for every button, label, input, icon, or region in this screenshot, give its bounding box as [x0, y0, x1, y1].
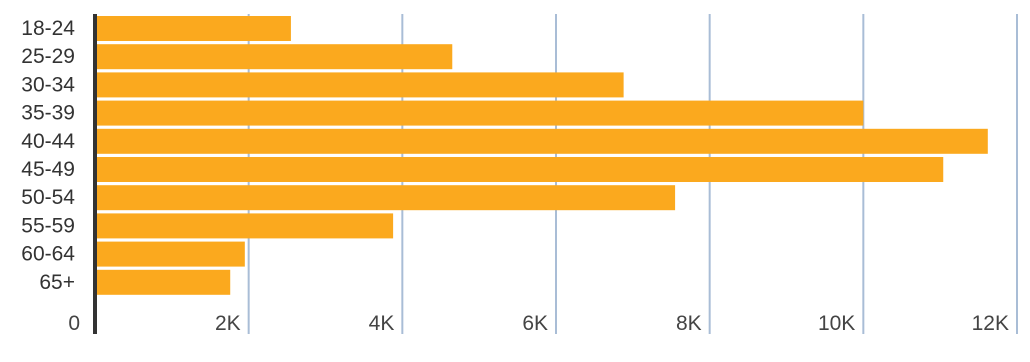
x-tick-label-8K: 8K: [676, 312, 702, 335]
category-label-55-59: 55-59: [21, 214, 75, 237]
x-tick-label-6K: 6K: [522, 312, 548, 335]
bar-18-24: [95, 16, 291, 41]
category-label-65+: 65+: [39, 271, 75, 294]
x-tick-label-2K: 2K: [215, 312, 241, 335]
category-label-40-44: 40-44: [21, 130, 75, 153]
category-label-50-54: 50-54: [21, 186, 75, 209]
bars: [95, 16, 988, 295]
category-label-25-29: 25-29: [21, 45, 75, 68]
bar-30-34: [95, 72, 624, 98]
bar-65+: [95, 269, 231, 295]
bar-25-29: [95, 44, 453, 70]
bar-40-44: [95, 128, 988, 154]
category-labels: 18-24 25-29 30-34 35-39 40-44 45-49 50-54 55-59…: [21, 17, 75, 294]
bar-35-39: [95, 100, 864, 126]
x-tick-label-0: 0: [68, 312, 80, 335]
x-tick-label-12K: 12K: [972, 312, 1009, 335]
x-tick-label-4K: 4K: [369, 312, 395, 335]
bar-45-49: [95, 157, 944, 182]
category-label-35-39: 35-39: [21, 102, 75, 125]
category-label-45-49: 45-49: [21, 158, 75, 181]
category-label-18-24: 18-24: [21, 17, 75, 40]
bar-50-54: [95, 185, 676, 211]
bar-60-64: [95, 241, 245, 267]
bar-55-59: [95, 213, 394, 239]
x-tick-labels: 0 2K 4K 6K 8K 10K 12K: [68, 312, 1009, 335]
category-label-30-34: 30-34: [21, 73, 75, 96]
category-label-60-64: 60-64: [21, 243, 75, 266]
x-tick-label-10K: 10K: [818, 312, 855, 335]
